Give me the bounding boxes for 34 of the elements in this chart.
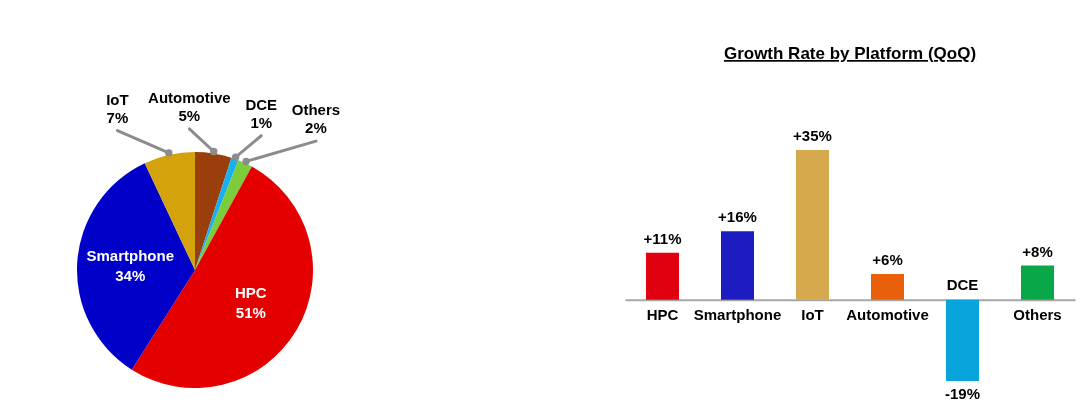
pie-slice [195,160,252,270]
data-label: 7% [106,108,129,126]
x-tick-label: Others [1013,305,1062,323]
x-tick-label: IoT [801,305,824,323]
bar [1021,265,1054,300]
bar [946,299,979,381]
data-label: 51% [235,304,266,322]
data-label: +8% [1022,242,1053,260]
bar [871,274,904,300]
slice-label: Automotive [148,88,231,106]
x-tick-label: HPC [646,305,679,323]
bar [646,252,679,300]
pie-slice [77,163,195,370]
slice-label: Others [291,101,341,119]
data-label: -19% [944,385,981,402]
data-label: +6% [872,251,903,269]
pie-slice [195,152,232,270]
data-label: +11% [643,229,682,247]
x-tick-label: Smartphone [693,305,782,323]
pie-slice [195,157,239,270]
data-label: 1% [250,113,273,131]
data-label: +16% [718,208,757,226]
bar [721,231,754,300]
data-label: +35% [793,127,832,144]
bar [796,150,829,300]
x-tick-label: Automotive [846,305,929,323]
slice-label: Smartphone [86,246,174,264]
slice-label: DCE [245,95,278,113]
slice-label: HPC [235,284,267,302]
slice-label: IoT [106,90,129,108]
data-label: 2% [305,119,327,137]
data-label: 5% [178,106,201,124]
chart-title: Growth Rate by Platform (QoQ) [723,44,977,63]
data-label: 34% [115,266,146,284]
